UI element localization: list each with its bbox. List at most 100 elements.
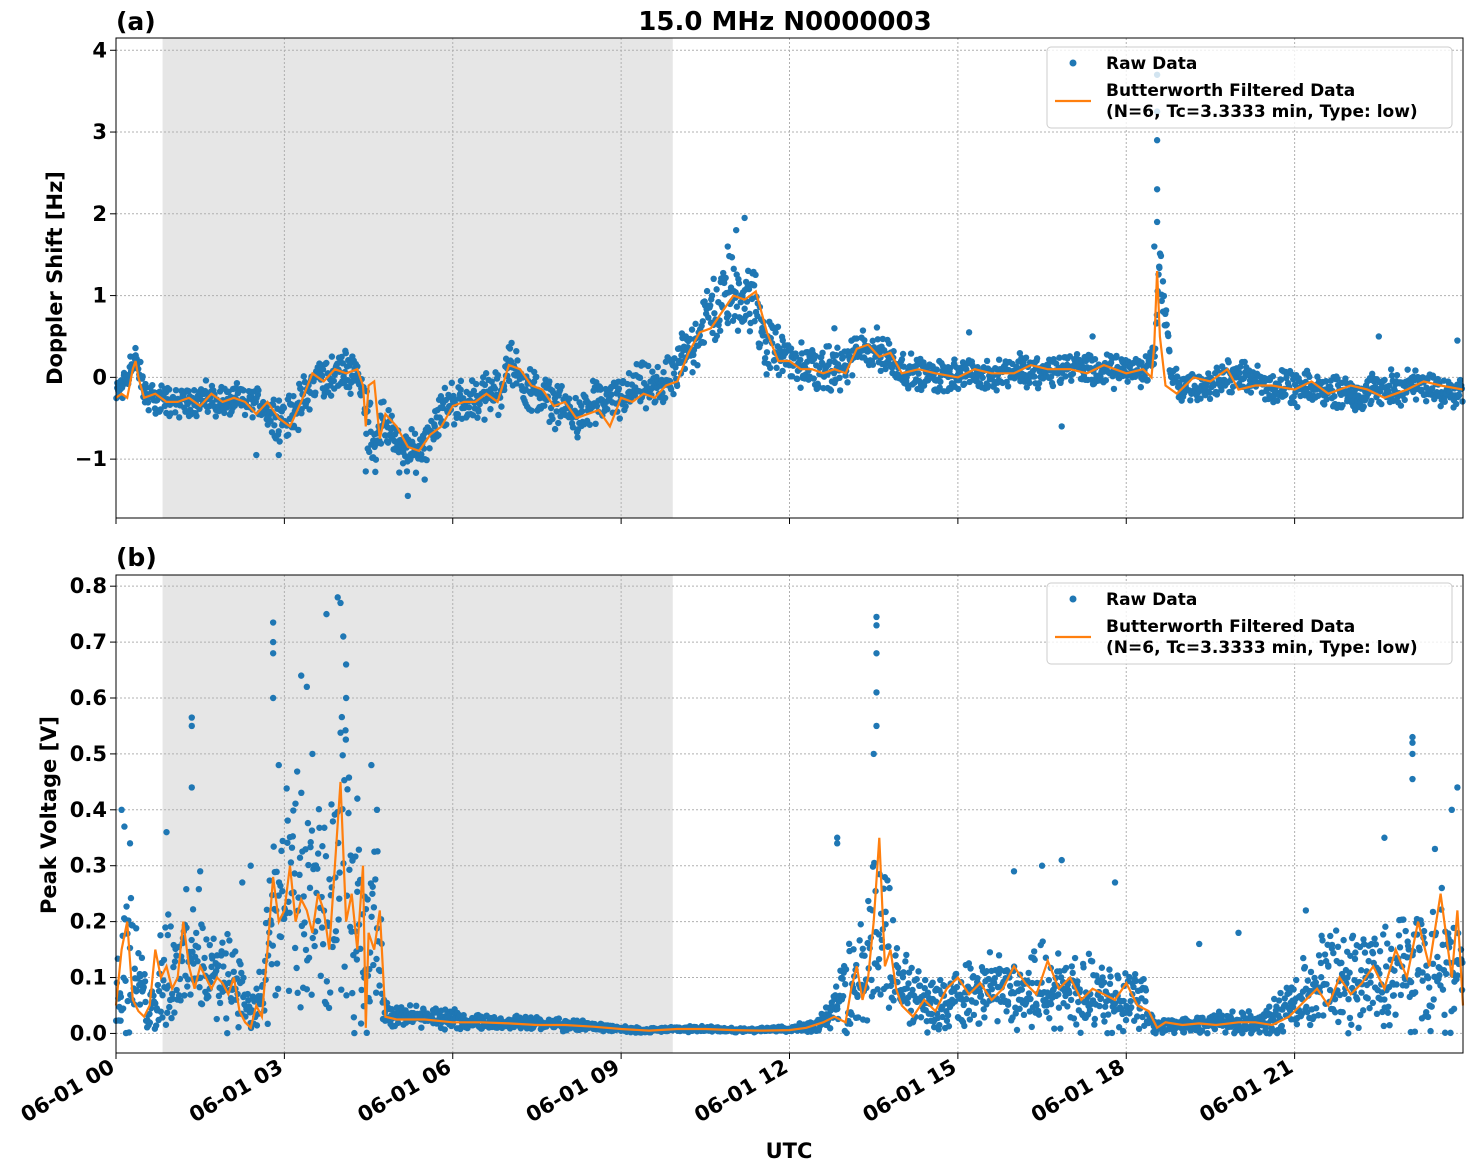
raw-data-point (1411, 1028, 1419, 1035)
raw-data-point (123, 903, 130, 910)
raw-data-point (1126, 973, 1133, 981)
raw-data-point (1077, 1029, 1084, 1036)
raw-data-point (1012, 1010, 1019, 1017)
raw-data-point (1029, 979, 1036, 987)
raw-data-point (826, 1025, 834, 1032)
raw-data-point (441, 384, 449, 392)
raw-data-point (788, 373, 796, 380)
raw-data-point (864, 939, 871, 947)
raw-data-point (1076, 986, 1083, 993)
raw-data-point (963, 995, 970, 1003)
raw-data-point (275, 428, 282, 435)
raw-data-point (886, 884, 893, 892)
raw-data-point (772, 329, 779, 336)
grid (115, 38, 1463, 518)
raw-data-point (1106, 980, 1114, 988)
raw-data-point (345, 774, 353, 781)
raw-data-outlier (1302, 907, 1310, 914)
raw-data-point (849, 372, 856, 379)
raw-data-point (893, 945, 901, 952)
raw-data-point (578, 408, 586, 415)
raw-data-point (171, 1009, 178, 1016)
y-axis-label: Doppler Shift [Hz] (43, 171, 67, 385)
x-axis-ticks (115, 518, 1296, 524)
raw-data-point (1300, 954, 1307, 962)
raw-data-point (725, 312, 732, 319)
raw-data-point (298, 789, 305, 797)
raw-data-point (491, 385, 499, 392)
legend-filtered-label: Butterworth Filtered Data (1106, 617, 1355, 637)
raw-data-point (874, 336, 881, 343)
raw-data-point (285, 431, 292, 438)
raw-data-point (710, 275, 717, 283)
raw-data-point (1331, 393, 1338, 400)
raw-data-point (708, 292, 716, 299)
raw-data-point (615, 385, 623, 392)
raw-data-outlier (965, 329, 973, 336)
raw-data-point (961, 1022, 968, 1030)
raw-data-point (342, 349, 349, 357)
raw-data-point (1088, 958, 1096, 965)
raw-data-point (145, 407, 152, 414)
raw-data-point (1401, 396, 1408, 404)
raw-data-point (1393, 371, 1401, 379)
raw-data-point (367, 399, 374, 407)
raw-data-point (1373, 1010, 1381, 1018)
raw-data-point (208, 963, 215, 971)
raw-data-point (1456, 376, 1464, 384)
raw-data-point (153, 1022, 160, 1029)
raw-data-outlier (1409, 733, 1416, 741)
raw-data-point (240, 387, 247, 394)
raw-data-point (1033, 355, 1041, 362)
raw-data-outlier (275, 761, 282, 769)
raw-data-point (1339, 1009, 1346, 1016)
raw-data-point (757, 341, 764, 348)
raw-data-point (319, 843, 326, 850)
raw-data-point (993, 387, 1000, 394)
raw-data-outlier (1153, 137, 1161, 144)
raw-data-point (1066, 989, 1073, 997)
raw-data-point (300, 373, 307, 380)
raw-data-point (1073, 350, 1081, 358)
x-tick-label: 06-01 03 (185, 1055, 287, 1128)
raw-data-point (1388, 372, 1396, 379)
raw-data-point (850, 946, 857, 953)
raw-data-point (877, 367, 884, 375)
raw-data-point (1351, 955, 1359, 963)
y-tick-label: 3 (92, 120, 107, 144)
raw-data-point (622, 403, 629, 410)
raw-data-point (593, 402, 601, 410)
raw-data-point (565, 395, 573, 402)
raw-data-point (193, 412, 200, 420)
raw-data-point (450, 421, 458, 428)
raw-data-point (1101, 1018, 1108, 1025)
raw-data-point (983, 968, 990, 975)
raw-data-point (1364, 995, 1371, 1002)
raw-data-point (732, 289, 739, 296)
raw-data-point (293, 768, 301, 775)
raw-data-point (297, 385, 305, 392)
raw-data-point (472, 380, 480, 388)
raw-data-point (1306, 373, 1313, 381)
raw-data-point (345, 809, 352, 817)
raw-data-point (1348, 1021, 1355, 1028)
raw-data-point (293, 964, 300, 972)
raw-data-point (741, 305, 748, 312)
raw-data-point (226, 937, 233, 944)
raw-data-point (117, 993, 125, 1001)
raw-data-point (842, 980, 849, 988)
raw-data-point (306, 406, 313, 413)
raw-data-point (1412, 396, 1420, 403)
raw-data-outlier (368, 761, 375, 769)
raw-data-point (1317, 959, 1325, 967)
raw-data-point (572, 394, 579, 402)
raw-data-point (944, 1012, 952, 1019)
raw-data-outlier (1381, 834, 1388, 841)
raw-data-point (465, 404, 473, 411)
x-axis-ticks: 06-01 00 06-01 03 06-01 06 06-01 09 06-01 12… (17, 1053, 1297, 1127)
raw-data-point (307, 839, 314, 846)
y-tick-label: 0.1 (70, 966, 107, 990)
raw-data-point (488, 378, 495, 385)
raw-data-point (981, 1014, 988, 1021)
